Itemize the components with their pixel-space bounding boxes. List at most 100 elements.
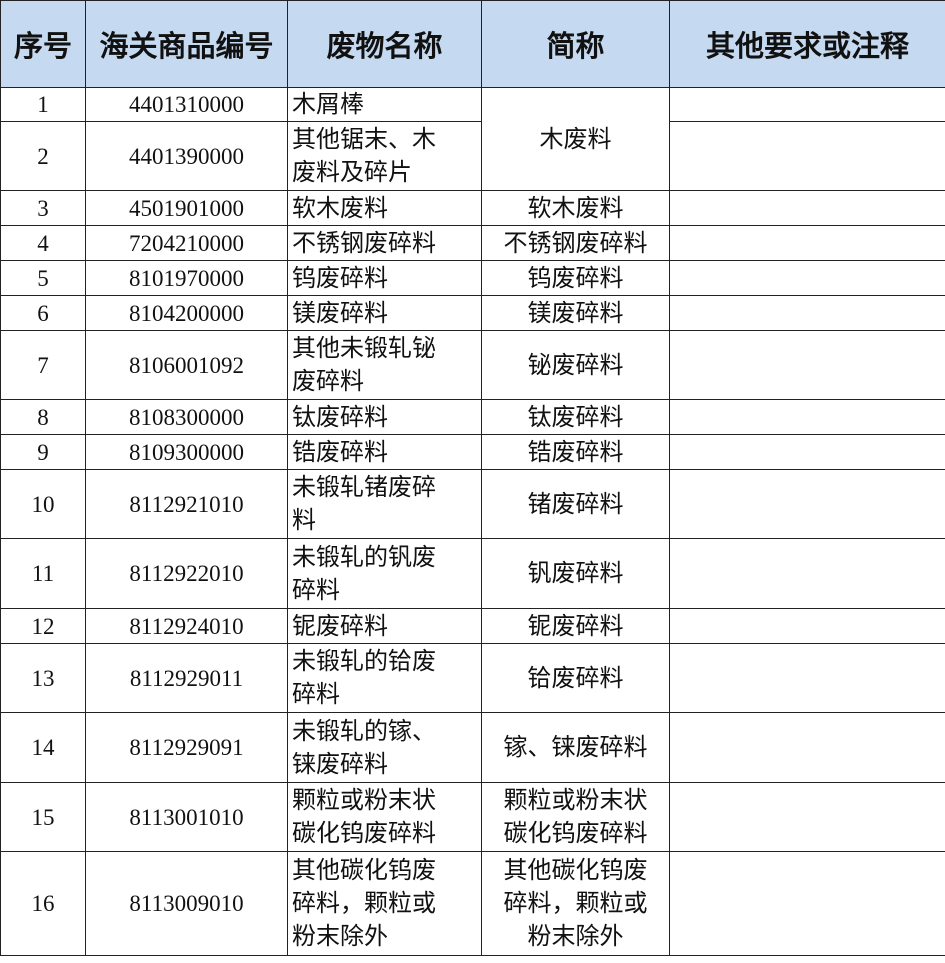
cell-no: 12 — [0, 608, 86, 644]
cell-no: 5 — [0, 260, 86, 296]
table-body: 1 4401310000 木屑棒 木废料 2 4401390000 其他锯末、木废料及碎片 3… — [0, 87, 945, 956]
cell-code: 8108300000 — [85, 399, 288, 435]
cell-note — [669, 643, 945, 713]
cell-note — [669, 225, 945, 261]
table-row: 13 8112929011 未锻轧的铪废碎料 铪废碎料 — [0, 643, 945, 713]
header-note: 其他要求或注释 — [669, 0, 945, 88]
cell-name: 其他锯末、木废料及碎片 — [287, 121, 482, 191]
table-row: 12 8112924010 铌废碎料 铌废碎料 — [0, 608, 945, 644]
cell-note — [669, 538, 945, 609]
cell-note — [669, 434, 945, 470]
cell-code: 8106001092 — [85, 330, 288, 400]
cell-name: 钨废碎料 — [287, 260, 482, 296]
cell-code: 8113009010 — [85, 851, 288, 956]
cell-no: 6 — [0, 295, 86, 331]
cell-code: 8112929091 — [85, 712, 288, 783]
table-row: 8 8108300000 钛废碎料 钛废碎料 — [0, 399, 945, 435]
table-row: 16 8113009010 其他碳化钨废碎料，颗粒或粉末除外 其他碳化钨废碎料，颗粒或… — [0, 851, 945, 956]
cell-short: 铌废碎料 — [481, 608, 670, 644]
cell-code: 4401390000 — [85, 121, 288, 191]
cell-note — [669, 190, 945, 226]
cell-name: 软木废料 — [287, 190, 482, 226]
cell-no: 2 — [0, 121, 86, 191]
cell-name: 锆废碎料 — [287, 434, 482, 470]
cell-short: 钨废碎料 — [481, 260, 670, 296]
cell-short: 锆废碎料 — [481, 434, 670, 470]
cell-code: 7204210000 — [85, 225, 288, 261]
table-row: 15 8113001010 颗粒或粉末状碳化钨废碎料 颗粒或粉末状碳化钨废碎料 — [0, 782, 945, 852]
table-row: 14 8112929091 未锻轧的镓、铼废碎料 镓、铼废碎料 — [0, 712, 945, 783]
cell-short: 其他碳化钨废碎料，颗粒或粉末除外 — [481, 851, 670, 956]
cell-code: 8112929011 — [85, 643, 288, 713]
table-row: 7 8106001092 其他未锻轧铋废碎料 铋废碎料 — [0, 330, 945, 400]
cell-note — [669, 330, 945, 400]
cell-name: 颗粒或粉末状碳化钨废碎料 — [287, 782, 482, 852]
cell-no: 4 — [0, 225, 86, 261]
table-row: 11 8112922010 未锻轧的钒废碎料 钒废碎料 — [0, 538, 945, 609]
cell-name: 未锻轧的镓、铼废碎料 — [287, 712, 482, 783]
cell-short: 不锈钢废碎料 — [481, 225, 670, 261]
cell-no: 3 — [0, 190, 86, 226]
cell-short: 钒废碎料 — [481, 538, 670, 609]
cell-code: 8112924010 — [85, 608, 288, 644]
cell-note — [669, 87, 945, 122]
cell-no: 10 — [0, 469, 86, 539]
table-row: 6 8104200000 镁废碎料 镁废碎料 — [0, 295, 945, 331]
header-code: 海关商品编号 — [85, 0, 288, 88]
cell-no: 13 — [0, 643, 86, 713]
cell-name: 未锻轧锗废碎料 — [287, 469, 482, 539]
cell-no: 7 — [0, 330, 86, 400]
cell-code: 4401310000 — [85, 87, 288, 122]
cell-no: 15 — [0, 782, 86, 852]
cell-name: 镁废碎料 — [287, 295, 482, 331]
cell-code: 8109300000 — [85, 434, 288, 470]
cell-short: 软木废料 — [481, 190, 670, 226]
cell-note — [669, 399, 945, 435]
cell-name: 钛废碎料 — [287, 399, 482, 435]
cell-no: 14 — [0, 712, 86, 783]
cell-name: 其他碳化钨废碎料，颗粒或粉末除外 — [287, 851, 482, 956]
cell-short: 锗废碎料 — [481, 469, 670, 539]
cell-note — [669, 260, 945, 296]
cell-no: 16 — [0, 851, 86, 956]
cell-no: 11 — [0, 538, 86, 609]
table-row: 5 8101970000 钨废碎料 钨废碎料 — [0, 260, 945, 296]
cell-name: 未锻轧的铪废碎料 — [287, 643, 482, 713]
cell-note — [669, 469, 945, 539]
cell-short: 镓、铼废碎料 — [481, 712, 670, 783]
cell-code: 8112921010 — [85, 469, 288, 539]
cell-short: 镁废碎料 — [481, 295, 670, 331]
table-row: 9 8109300000 锆废碎料 锆废碎料 — [0, 434, 945, 470]
cell-no: 1 — [0, 87, 86, 122]
cell-code: 8113001010 — [85, 782, 288, 852]
header-short: 简称 — [481, 0, 670, 88]
cell-note — [669, 712, 945, 783]
cell-name: 铌废碎料 — [287, 608, 482, 644]
cell-no: 9 — [0, 434, 86, 470]
cell-note — [669, 295, 945, 331]
table-row: 1 4401310000 木屑棒 木废料 — [0, 87, 945, 191]
cell-code: 8104200000 — [85, 295, 288, 331]
cell-note — [669, 851, 945, 956]
cell-short: 木废料 — [481, 87, 670, 191]
header-row: 序号 海关商品编号 废物名称 简称 其他要求或注释 — [0, 0, 945, 88]
cell-code: 4501901000 — [85, 190, 288, 226]
cell-note — [669, 782, 945, 852]
cell-code: 8112922010 — [85, 538, 288, 609]
cell-short: 铪废碎料 — [481, 643, 670, 713]
header-name: 废物名称 — [287, 0, 482, 88]
cell-short: 钛废碎料 — [481, 399, 670, 435]
cell-name: 其他未锻轧铋废碎料 — [287, 330, 482, 400]
cell-note — [669, 121, 945, 191]
cell-name: 木屑棒 — [287, 87, 482, 122]
cell-note — [669, 608, 945, 644]
table-row: 4 7204210000 不锈钢废碎料 不锈钢废碎料 — [0, 225, 945, 261]
table-row: 10 8112921010 未锻轧锗废碎料 锗废碎料 — [0, 469, 945, 539]
cell-short: 铋废碎料 — [481, 330, 670, 400]
cell-code: 8101970000 — [85, 260, 288, 296]
cell-name: 未锻轧的钒废碎料 — [287, 538, 482, 609]
header-no: 序号 — [0, 0, 86, 88]
table-row: 3 4501901000 软木废料 软木废料 — [0, 190, 945, 226]
table-row: 2 4401390000 其他锯末、木废料及碎片 — [0, 121, 945, 191]
